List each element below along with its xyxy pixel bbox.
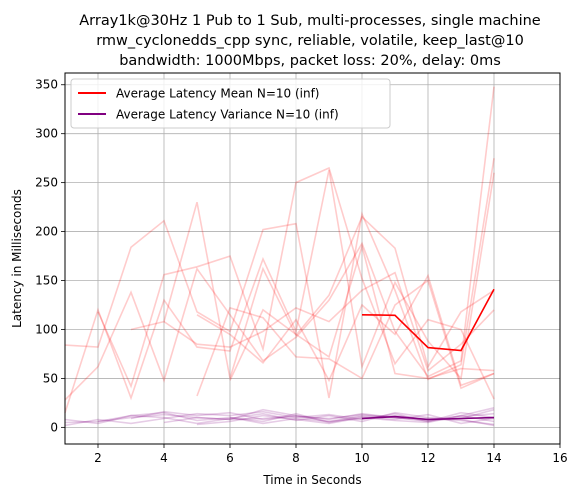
main-series: [361, 288, 495, 421]
legend: Average Latency Mean N=10 (inf) Average …: [70, 78, 391, 129]
mean-series-line: [361, 288, 495, 352]
background-mean-line: [163, 271, 495, 372]
background-variance-line: [64, 408, 495, 424]
title-line-2: rmw_cyclonedds_cpp sync, reliable, volat…: [96, 33, 524, 49]
y-tick-label: 300: [35, 127, 58, 141]
background-mean-line: [196, 273, 495, 387]
background-mean-line: [97, 166, 495, 400]
legend-label-variance: Average Latency Variance N=10 (inf): [116, 108, 339, 122]
x-tick-label: 2: [94, 451, 102, 465]
background-mean-runs: [64, 86, 495, 413]
x-tick-label: 10: [354, 451, 369, 465]
variance-series-line: [361, 415, 495, 421]
background-mean-line: [64, 158, 495, 399]
x-axis-label: Time in Seconds: [262, 473, 361, 487]
background-variance-line: [229, 414, 495, 426]
y-tick-label: 200: [35, 225, 58, 239]
chart-title: Array1k@30Hz 1 Pub to 1 Sub, multi-proce…: [79, 13, 541, 69]
title-line-1: Array1k@30Hz 1 Pub to 1 Sub, multi-proce…: [79, 13, 541, 29]
background-variance-line: [64, 407, 495, 427]
grid: [65, 73, 561, 444]
x-axis-ticks: 2 4 6 8 10 12 14 16: [94, 444, 568, 465]
y-tick-label: 100: [35, 322, 58, 336]
x-tick-label: 8: [292, 451, 300, 465]
legend-label-mean: Average Latency Mean N=10 (inf): [116, 87, 320, 101]
background-variance-runs: [64, 407, 495, 427]
x-tick-label: 12: [420, 451, 435, 465]
y-tick-label: 50: [43, 371, 58, 385]
y-tick-label: 150: [35, 274, 58, 288]
background-mean-line: [64, 169, 495, 413]
x-tick-label: 6: [226, 451, 234, 465]
background-mean-line: [196, 279, 495, 397]
y-axis-label: Latency in Milliseconds: [10, 189, 24, 328]
y-tick-label: 250: [35, 176, 58, 190]
legend-box: [70, 78, 391, 129]
background-variance-line: [97, 411, 495, 427]
y-tick-label: 0: [50, 420, 58, 434]
plot-frame: [64, 72, 561, 445]
y-tick-label: 350: [35, 78, 58, 92]
background-mean-line: [64, 86, 495, 401]
x-tick-label: 4: [160, 451, 168, 465]
background-mean-line: [130, 201, 495, 379]
x-tick-label: 16: [552, 451, 567, 465]
background-mean-line: [229, 243, 495, 381]
y-axis-ticks: 0 50 100 150 200 250 300 350: [35, 78, 65, 434]
title-line-3: bandwidth: 1000Mbps, packet loss: 20%, d…: [119, 53, 501, 69]
x-tick-label: 14: [486, 451, 501, 465]
background-variance-line: [64, 411, 495, 425]
